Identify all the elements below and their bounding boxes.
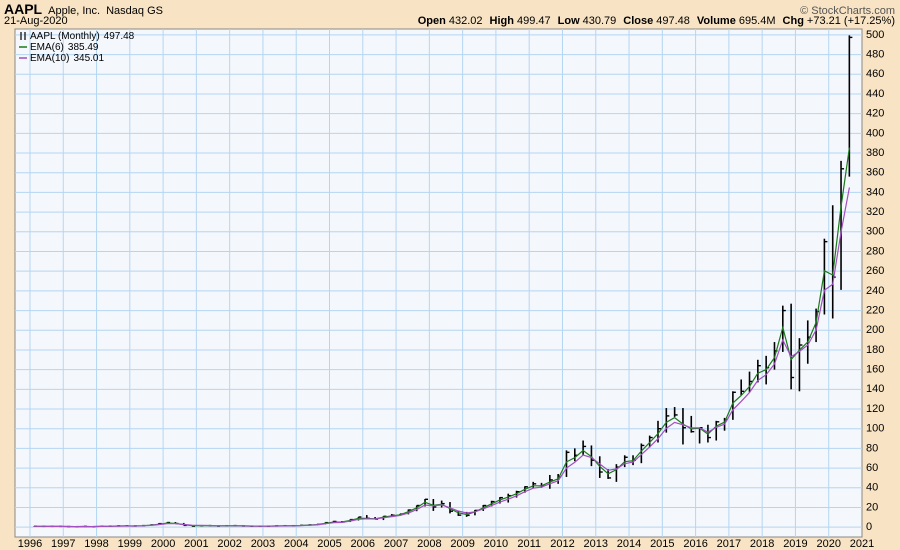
exchange: Nasdaq GS (106, 5, 163, 17)
date: 21-Aug-2020 (4, 15, 68, 27)
x-tick-label: 2011 (517, 538, 541, 550)
quote-label: Open (417, 15, 446, 27)
y-tick-label: 240 (866, 285, 884, 297)
x-tick-label: 2013 (584, 538, 608, 550)
plot-area (14, 28, 863, 538)
y-tick-label: 360 (866, 167, 884, 179)
x-tick-label: 2006 (351, 538, 375, 550)
legend-label: EMA(10) 345.01 (30, 53, 104, 64)
quote-item: Volume 695.4M (697, 15, 776, 27)
x-tick-label: 2000 (151, 538, 175, 550)
legend-name: EMA(6) (30, 42, 64, 53)
y-tick-label: 100 (866, 423, 884, 435)
x-tick-label: 1997 (51, 538, 75, 550)
x-tick-label: 1999 (118, 538, 142, 550)
y-tick-label: 120 (866, 403, 884, 415)
y-tick-label: 40 (866, 482, 878, 494)
quote-label: Volume (696, 15, 736, 27)
quote-value: 499.47 (516, 15, 551, 27)
x-tick-label: 2017 (717, 538, 741, 550)
x-tick-label: 2010 (484, 538, 508, 550)
y-tick-label: 80 (866, 442, 878, 454)
y-tick-label: 320 (866, 206, 884, 218)
x-tick-label: 2019 (783, 538, 807, 550)
legend-name: AAPL (Monthly) (30, 31, 100, 42)
quote-value: 497.48 (656, 15, 690, 27)
y-tick-label: 340 (866, 186, 884, 198)
quote-value: +73.21 (+17.25%) (806, 15, 895, 27)
y-tick-label: 440 (866, 88, 884, 100)
x-tick-label: 2003 (251, 538, 275, 550)
quote-item: Open 432.02 (418, 15, 483, 27)
x-tick-label: 2012 (550, 538, 574, 550)
quote-item: Chg +73.21 (+17.25%) (783, 15, 895, 27)
legend-value: 345.01 (73, 53, 104, 64)
y-tick-label: 500 (866, 29, 884, 41)
header-row: 21-Aug-2020 Open 432.02 High 499.47 Low 430.7… (4, 15, 895, 27)
quote-value: 432.02 (448, 15, 483, 27)
company: Apple, Inc. (48, 5, 101, 17)
quote-item: Low 430.79 (558, 15, 617, 27)
legend-label: AAPL (Monthly) 497.48 (30, 31, 135, 42)
y-tick-label: 280 (866, 245, 884, 257)
legend-name: EMA(10) (30, 53, 69, 64)
x-tick-label: 2016 (683, 538, 707, 550)
credit[interactable]: © StockCharts.com (800, 5, 895, 17)
quote-label: Close (623, 15, 654, 27)
y-tick-label: 220 (866, 304, 884, 316)
legend-value: 385.49 (68, 42, 99, 53)
legend-entry: EMA(10) 345.01 (19, 53, 104, 64)
x-tick-label: 1996 (18, 538, 42, 550)
y-tick-label: 460 (866, 68, 884, 80)
x-tick-label: 2002 (217, 538, 241, 550)
quote-item: Close 497.48 (623, 15, 690, 27)
x-tick-label: 2015 (650, 538, 674, 550)
quote-label: Chg (782, 15, 804, 27)
header: AAPL Apple, Inc. Nasdaq GS © StockCharts… (0, 0, 900, 29)
y-tick-label: 0 (866, 521, 872, 533)
x-tick-label: 2014 (617, 538, 641, 550)
x-tick-label: 2005 (317, 538, 341, 550)
quote-label: High (489, 15, 514, 27)
quote-item: High 499.47 (490, 15, 551, 27)
x-tick-label: 2007 (384, 538, 408, 550)
legend-label: EMA(6) 385.49 (30, 42, 99, 53)
y-tick-label: 20 (866, 501, 878, 513)
quote-value: 430.79 (582, 15, 617, 27)
legend-entry: EMA(6) 385.49 (19, 42, 99, 53)
y-tick-label: 140 (866, 383, 884, 395)
y-tick-label: 400 (866, 127, 884, 139)
x-tick-label: 2020 (816, 538, 840, 550)
y-tick-label: 200 (866, 324, 884, 336)
y-tick-label: 380 (866, 147, 884, 159)
x-tick-label: 2009 (450, 538, 474, 550)
legend-value: 497.48 (104, 31, 135, 42)
y-tick-label: 480 (866, 49, 884, 61)
header-row: AAPL Apple, Inc. Nasdaq GS © StockCharts… (4, 1, 895, 17)
quote-label: Low (557, 15, 580, 27)
x-tick-label: 2018 (750, 538, 774, 550)
y-tick-label: 420 (866, 108, 884, 120)
y-tick-label: 180 (866, 344, 884, 356)
x-tick-label: 2001 (184, 538, 208, 550)
legend-entry: AAPL (Monthly) 497.48 (20, 31, 135, 42)
x-tick-label: 2008 (417, 538, 441, 550)
x-tick-label: 2021 (850, 538, 874, 550)
quote-value: 695.4M (738, 15, 776, 27)
y-tick-label: 300 (866, 226, 884, 238)
x-tick-label: 2004 (284, 538, 308, 550)
x-tick-label: 1998 (84, 538, 108, 550)
y-tick-label: 260 (866, 265, 884, 277)
y-tick-label: 60 (866, 462, 878, 474)
ema-line (34, 187, 850, 528)
y-tick-label: 160 (866, 364, 884, 376)
symbol: AAPL (4, 1, 43, 17)
